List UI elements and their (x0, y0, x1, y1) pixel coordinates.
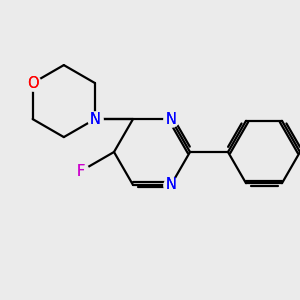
Text: N: N (166, 177, 176, 192)
Text: O: O (27, 76, 38, 91)
Text: O: O (27, 76, 38, 91)
Text: F: F (77, 164, 85, 178)
Text: N: N (90, 112, 101, 127)
Text: N: N (166, 112, 176, 127)
Text: N: N (90, 112, 101, 127)
Text: F: F (77, 164, 85, 178)
Text: N: N (166, 177, 176, 192)
Text: N: N (166, 112, 176, 127)
